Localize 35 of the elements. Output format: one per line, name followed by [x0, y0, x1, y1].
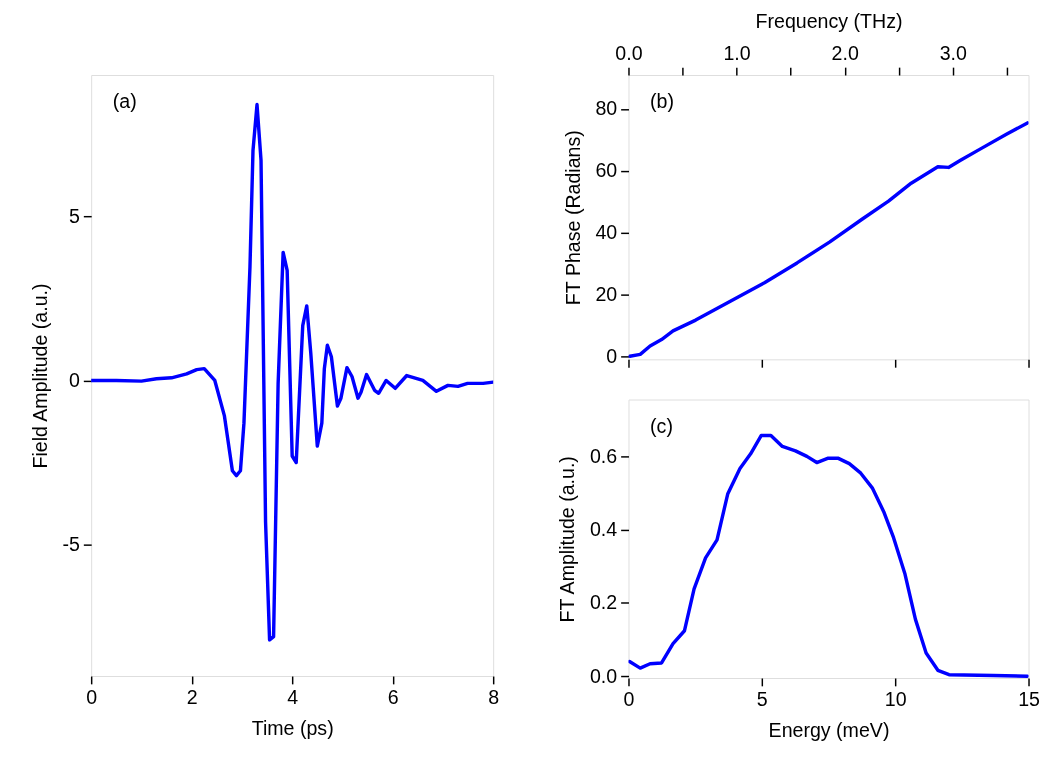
x-tick-label: 8: [488, 685, 500, 708]
y-tick-label: 0.0: [589, 664, 618, 687]
x-axis-title: Energy (meV): [768, 719, 890, 742]
x2-tick-label: 2.0: [831, 41, 859, 64]
y-axis-title: FT Phase (Radians): [561, 130, 584, 306]
y-tick-label: 5: [69, 204, 80, 227]
x-tick-label: 0: [623, 687, 635, 710]
x2-axis-title: Frequency (THz): [755, 10, 903, 33]
y-tick-label: 0.2: [589, 591, 618, 614]
y-tick-label: 0.4: [589, 517, 618, 540]
x-tick-label: 0: [86, 685, 98, 708]
x2-tick-label: 1.0: [723, 41, 751, 64]
y-axis-title: Field Amplitude (a.u.): [28, 283, 51, 469]
y-tick-label: 80: [595, 97, 618, 120]
annotation: (c): [650, 414, 673, 437]
x2-tick-label: 0.0: [615, 41, 643, 64]
annotation: (b): [650, 90, 675, 113]
x-tick-label: 2: [186, 685, 198, 708]
line-series: [628, 121, 1029, 358]
x-tick-label: 6: [387, 685, 399, 708]
y-tick-label: 0: [69, 368, 80, 391]
y-tick-label: 20: [595, 282, 618, 305]
x-tick-label: 4: [287, 685, 299, 708]
x-tick-label: 5: [756, 687, 768, 710]
y-tick-label: -5: [62, 533, 80, 556]
x-tick-label: 15: [1018, 687, 1041, 710]
annotation: (a): [112, 90, 137, 113]
x-tick-label: 10: [884, 687, 907, 710]
y-tick-label: 60: [595, 159, 618, 182]
y-tick-label: 40: [595, 221, 618, 243]
x2-tick-label: 3.0: [939, 41, 968, 64]
x-axis-title: Time (ps): [251, 717, 334, 740]
y-axis-title: FT Amplitude (a.u.): [556, 456, 579, 623]
y-tick-label: 0: [606, 344, 618, 367]
y-tick-label: 0.6: [589, 444, 618, 467]
